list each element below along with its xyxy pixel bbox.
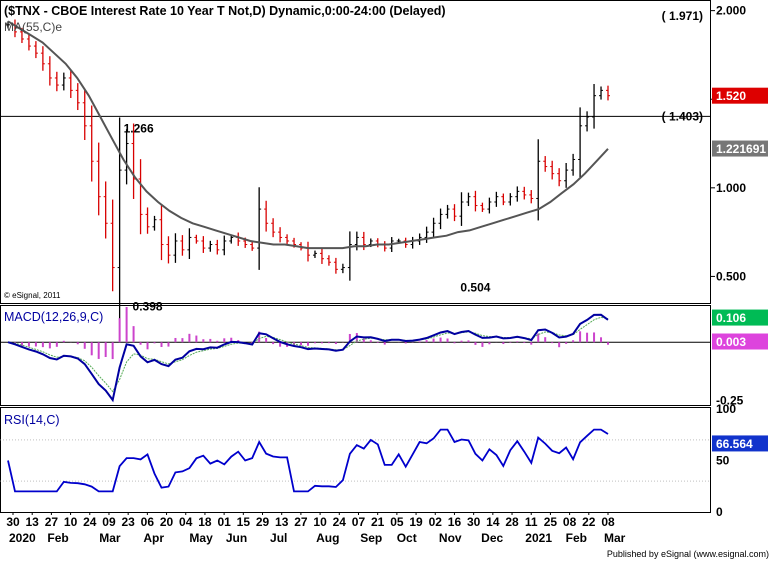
- x-tick-label: 13: [26, 515, 40, 529]
- x-tick-label: 10: [313, 515, 327, 529]
- panel-frame-2: [0, 305, 711, 406]
- x-tick-label: 30: [6, 515, 20, 529]
- x-tick-label: 23: [121, 515, 135, 529]
- month-label: Aug: [316, 531, 339, 545]
- price-badge: ( 1.971): [662, 9, 703, 23]
- annotation-label: 0.504: [460, 281, 490, 295]
- macd-badge-bg: [712, 309, 768, 326]
- x-tick-label: 06: [141, 515, 155, 529]
- month-label: Oct: [397, 531, 417, 545]
- macd-badge: 0.003: [716, 335, 746, 349]
- x-tick-label: 27: [45, 515, 59, 529]
- month-label: Nov: [439, 531, 462, 545]
- x-tick-label: 08: [601, 515, 615, 529]
- x-tick-label: 07: [352, 515, 366, 529]
- x-tick-label: 01: [217, 515, 231, 529]
- month-label: Sep: [360, 531, 382, 545]
- rsi-axis-label: 100: [716, 402, 736, 416]
- rsi-axis-label: 0: [716, 505, 723, 519]
- copyright-text: © eSignal, 2011: [4, 291, 61, 300]
- x-tick-label: 05: [390, 515, 404, 529]
- rsi-label: RSI(14,C): [4, 413, 60, 427]
- x-tick-label: 21: [371, 515, 385, 529]
- x-tick-label: 15: [237, 515, 251, 529]
- x-tick-label: 28: [505, 515, 519, 529]
- chart-title: ($TNX - CBOE Interest Rate 10 Year T Not…: [4, 4, 446, 18]
- month-label: Feb: [566, 531, 587, 545]
- month-label: 2020: [9, 531, 36, 545]
- ma-line: [7, 20, 609, 250]
- price-axis-label: 1.000: [716, 181, 746, 195]
- price-badge-bg: [712, 87, 768, 104]
- x-tick-label: 18: [198, 515, 212, 529]
- price-axis-label: 2.000: [716, 4, 746, 18]
- macd-badge: 0.106: [716, 311, 746, 325]
- price-badge-bg: [712, 140, 768, 157]
- price-axis-label: 0.500: [716, 269, 746, 283]
- x-tick-label: 04: [179, 515, 193, 529]
- month-label: 2021: [525, 531, 552, 545]
- x-tick-label: 11: [525, 515, 538, 529]
- macd-label: MACD(12,26,9,C): [4, 310, 103, 324]
- price-badge: 1.221691: [716, 142, 766, 156]
- macd-axis-label: -0.25: [716, 393, 744, 407]
- rsi-badge: 66.564: [716, 437, 753, 451]
- rsi-badge-bg: [712, 435, 768, 452]
- x-tick-label: 13: [275, 515, 289, 529]
- x-tick-label: 08: [563, 515, 577, 529]
- annotation-label: 0.398: [133, 299, 163, 313]
- x-tick-label: 29: [256, 515, 270, 529]
- x-tick-label: 02: [429, 515, 443, 529]
- price-badge: 1.520: [716, 89, 746, 103]
- publisher-text: Published by eSignal (www.esignal.com): [607, 549, 769, 559]
- price-badge: ( 1.403): [662, 109, 703, 123]
- ma-legend: MA(55,C)e: [4, 20, 62, 34]
- panel-frame-1: [0, 0, 711, 304]
- month-label: Mar: [99, 531, 121, 545]
- x-tick-label: 09: [102, 515, 116, 529]
- month-label: Apr: [143, 531, 164, 545]
- x-tick-label: 20: [160, 515, 174, 529]
- macd-badge-bg: [712, 333, 768, 350]
- x-tick-label: 30: [467, 515, 481, 529]
- month-label: May: [189, 531, 213, 545]
- rsi-axis-label: 50: [716, 454, 730, 468]
- macd-line: [7, 313, 609, 403]
- month-label: Jun: [226, 531, 247, 545]
- annotation-label: 1.266: [124, 122, 154, 136]
- x-tick-label: 24: [83, 515, 97, 529]
- x-tick-label: 25: [544, 515, 558, 529]
- x-tick-label: 22: [582, 515, 596, 529]
- x-tick-label: 14: [486, 515, 500, 529]
- month-label: Mar: [604, 531, 626, 545]
- x-tick-label: 10: [64, 515, 78, 529]
- month-label: Jul: [270, 531, 287, 545]
- x-tick-label: 19: [409, 515, 423, 529]
- x-tick-label: 16: [448, 515, 462, 529]
- x-tick-label: 24: [333, 515, 347, 529]
- x-tick-label: 27: [294, 515, 308, 529]
- month-label: Feb: [47, 531, 68, 545]
- month-label: Dec: [481, 531, 503, 545]
- rsi-line: [7, 428, 609, 493]
